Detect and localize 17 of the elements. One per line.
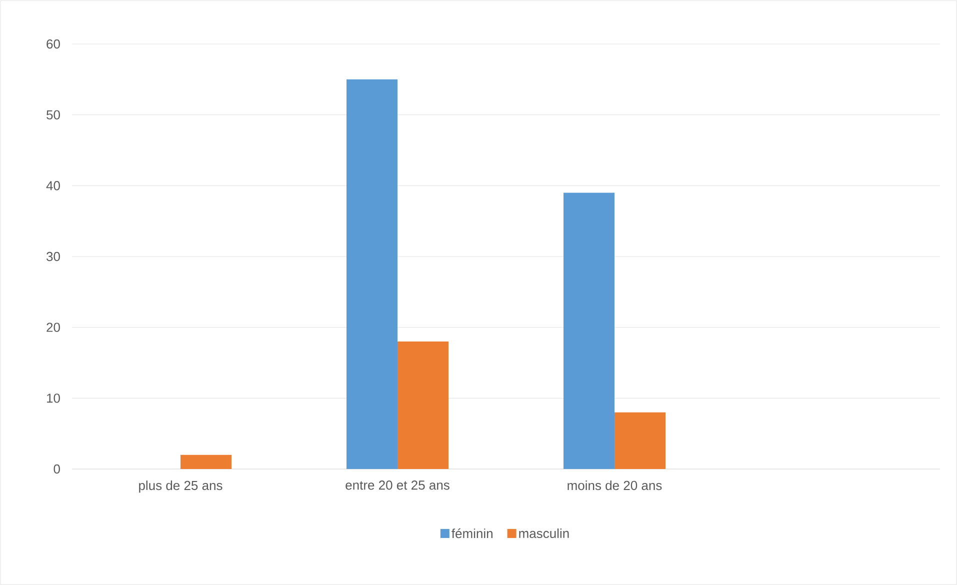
y-tick-label: 40: [46, 181, 60, 190]
y-tick-label: 10: [47, 394, 60, 403]
y-tick-label: 50: [46, 110, 60, 120]
x-tick-label: entre 20 et 25 ans: [346, 480, 450, 490]
bar: [180, 454, 232, 469]
y-tick-label: 20: [46, 322, 60, 332]
y-tick-label: 0: [54, 464, 60, 474]
bar: [398, 342, 449, 469]
legend-label: féminin: [452, 528, 492, 538]
x-tick-label: moins de 20 ans: [568, 480, 662, 490]
y-tick-label: 30: [46, 252, 60, 262]
bar: [564, 192, 615, 469]
legend-label: masculin: [519, 528, 569, 538]
x-tick-label: plus de 25 ans: [139, 480, 222, 493]
y-tick-label: 60: [46, 39, 60, 49]
bar: [614, 412, 666, 469]
bar: [346, 79, 398, 469]
